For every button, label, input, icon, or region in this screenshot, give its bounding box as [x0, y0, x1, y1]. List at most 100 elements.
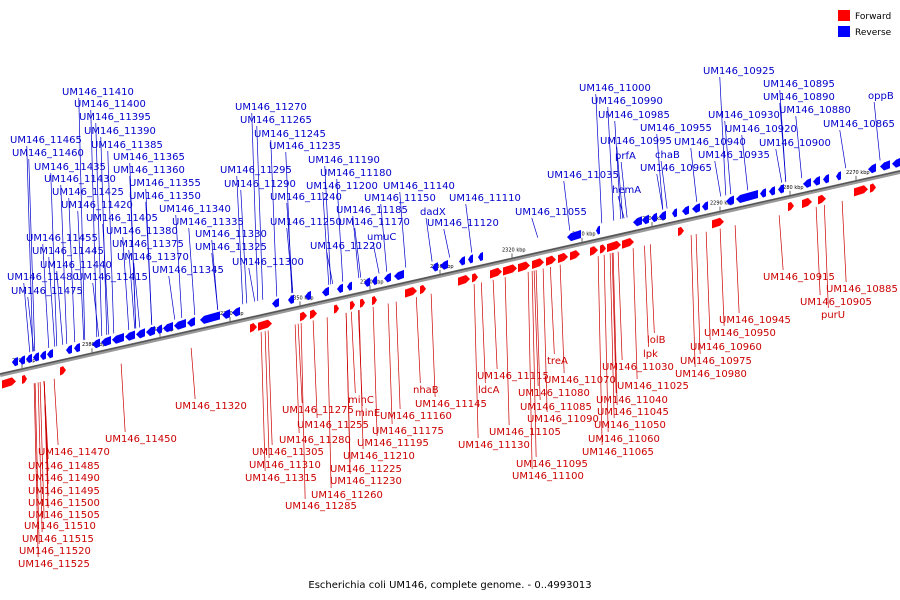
- reverse-gene-arrow: [26, 353, 32, 364]
- forward-gene-label-um146-11100: UM146_11100: [512, 471, 584, 482]
- reverse-gene-arrow: [642, 214, 649, 225]
- forward-gene-arrow: [712, 217, 724, 229]
- reverse-gene-label-hema: hemA: [612, 185, 641, 196]
- reverse-gene-label-um146-11295: UM146_11295: [220, 165, 292, 176]
- reverse-label-connector: [620, 161, 628, 218]
- reverse-gene-label-um146-11415: UM146_11415: [76, 272, 148, 283]
- reverse-label-connector: [324, 165, 332, 285]
- forward-label-connector: [480, 282, 486, 384]
- reverse-gene-label-um146-11385: UM146_11385: [91, 140, 163, 151]
- reverse-gene-label-um146-11395: UM146_11395: [79, 112, 151, 123]
- forward-gene-label-um146-11145: UM146_11145: [415, 399, 487, 410]
- reverse-label-connector: [27, 296, 35, 352]
- reverse-label-connector: [741, 134, 749, 191]
- reverse-gene-arrow: [880, 160, 890, 171]
- reverse-gene-arrow: [868, 163, 876, 174]
- reverse-gene-arrow: [163, 321, 173, 333]
- forward-label-connector: [559, 264, 565, 374]
- forward-label-connector: [260, 332, 266, 472]
- reverse-label-connector: [60, 184, 68, 344]
- forward-gene-label-um146-11310: UM146_11310: [249, 460, 321, 471]
- forward-gene-arrow: [558, 252, 568, 264]
- forward-gene-label-um146-11285: UM146_11285: [285, 501, 357, 512]
- forward-gene-label-um146-11500: UM146_11500: [28, 498, 100, 509]
- forward-gene-label-um146-11505: UM146_11505: [28, 510, 100, 521]
- forward-gene-label-um146-11255: UM146_11255: [297, 420, 369, 431]
- forward-gene-label-um146-10945: UM146_10945: [719, 315, 791, 326]
- reverse-gene-arrow: [146, 326, 155, 337]
- reverse-label-connector: [656, 173, 664, 210]
- reverse-label-connector: [133, 262, 141, 328]
- forward-gene-label-puru: purU: [821, 310, 845, 321]
- reverse-label-connector: [399, 191, 407, 268]
- reverse-gene-label-um146-11370: UM146_11370: [117, 252, 189, 263]
- forward-label-connector: [778, 215, 784, 271]
- forward-gene-label-um146-11490: UM146_11490: [28, 473, 100, 484]
- reverse-gene-arrow: [836, 171, 841, 181]
- forward-label-connector: [527, 271, 533, 470]
- reverse-gene-arrow: [596, 225, 600, 235]
- forward-label-connector: [649, 244, 655, 334]
- reverse-gene-label-um146-11355: UM146_11355: [129, 178, 201, 189]
- forward-gene-arrow: [802, 197, 812, 209]
- forward-gene-label-lolb: lolB: [647, 335, 666, 346]
- reverse-label-connector: [175, 214, 183, 319]
- reverse-gene-label-um146-11180: UM146_11180: [320, 168, 392, 179]
- reverse-gene-arrow: [232, 306, 240, 317]
- forward-label-connector: [350, 311, 356, 394]
- reverse-gene-label-um146-10930: UM146_10930: [708, 110, 780, 121]
- reverse-gene-label-um146-11140: UM146_11140: [383, 181, 455, 192]
- forward-label-connector: [190, 347, 196, 400]
- reverse-label-connector: [78, 97, 86, 340]
- reverse-gene-label-um146-10880: UM146_10880: [779, 105, 851, 116]
- forward-gene-arrow: [420, 284, 426, 295]
- reverse-label-connector: [336, 178, 344, 282]
- forward-gene-label-um146-10975: UM146_10975: [680, 356, 752, 367]
- forward-label-connector: [430, 293, 436, 398]
- forward-gene-label-um146-11115: UM146_11115: [477, 371, 549, 382]
- legend-reverse-label: Reverse: [855, 28, 892, 38]
- forward-label-connector: [535, 270, 541, 401]
- reverse-gene-arrow: [478, 252, 483, 262]
- reverse-label-connector: [724, 120, 732, 195]
- reverse-gene-arrow: [305, 290, 311, 301]
- reverse-gene-arrow: [222, 309, 230, 319]
- reverse-gene-arrow: [432, 262, 438, 272]
- forward-label-connector: [542, 268, 548, 413]
- forward-gene-label-um146-11520: UM146_11520: [19, 546, 91, 557]
- scale-tick-label: 2310 kbp: [572, 232, 596, 238]
- reverse-gene-label-um146-10940: UM146_10940: [674, 137, 746, 148]
- forward-label-connector: [823, 205, 829, 309]
- forward-label-connector: [841, 201, 847, 283]
- forward-gene-arrow: [546, 255, 556, 266]
- reverse-gene-label-um146-11340: UM146_11340: [159, 204, 231, 215]
- forward-label-connector: [705, 231, 711, 341]
- forward-label-connector: [37, 382, 43, 533]
- reverse-gene-label-um146-11400: UM146_11400: [74, 99, 146, 110]
- reverse-gene-arrow: [364, 277, 370, 287]
- reverse-label-connector: [50, 172, 58, 347]
- reverse-gene-label-um146-10985: UM146_10985: [598, 110, 670, 121]
- reverse-label-connector: [380, 203, 388, 272]
- forward-gene-arrow: [622, 237, 634, 249]
- forward-gene-label-um146-11450: UM146_11450: [105, 434, 177, 445]
- reverse-label-connector: [68, 197, 76, 343]
- reverse-gene-arrow: [337, 283, 343, 293]
- reverse-label-connector: [322, 191, 330, 285]
- reverse-gene-arrow: [92, 338, 100, 349]
- forward-gene-label-um146-10885: UM146_10885: [826, 284, 898, 295]
- reverse-gene-arrow: [672, 208, 677, 218]
- forward-gene-label-um146-11130: UM146_11130: [458, 440, 530, 451]
- forward-label-connector: [264, 331, 270, 459]
- reverse-gene-label-um146-10935: UM146_10935: [698, 150, 770, 161]
- backbone-line-dark: [0, 170, 900, 375]
- reverse-label-connector: [129, 175, 137, 329]
- forward-label-connector: [53, 378, 59, 446]
- forward-gene-label-um146-11260: UM146_11260: [311, 490, 383, 501]
- reverse-gene-label-um146-11375: UM146_11375: [112, 239, 184, 250]
- legend: Forward Reverse: [838, 10, 892, 38]
- reverse-label-connector: [465, 203, 473, 253]
- reverse-label-connector: [145, 201, 153, 325]
- forward-label-connector: [120, 363, 126, 433]
